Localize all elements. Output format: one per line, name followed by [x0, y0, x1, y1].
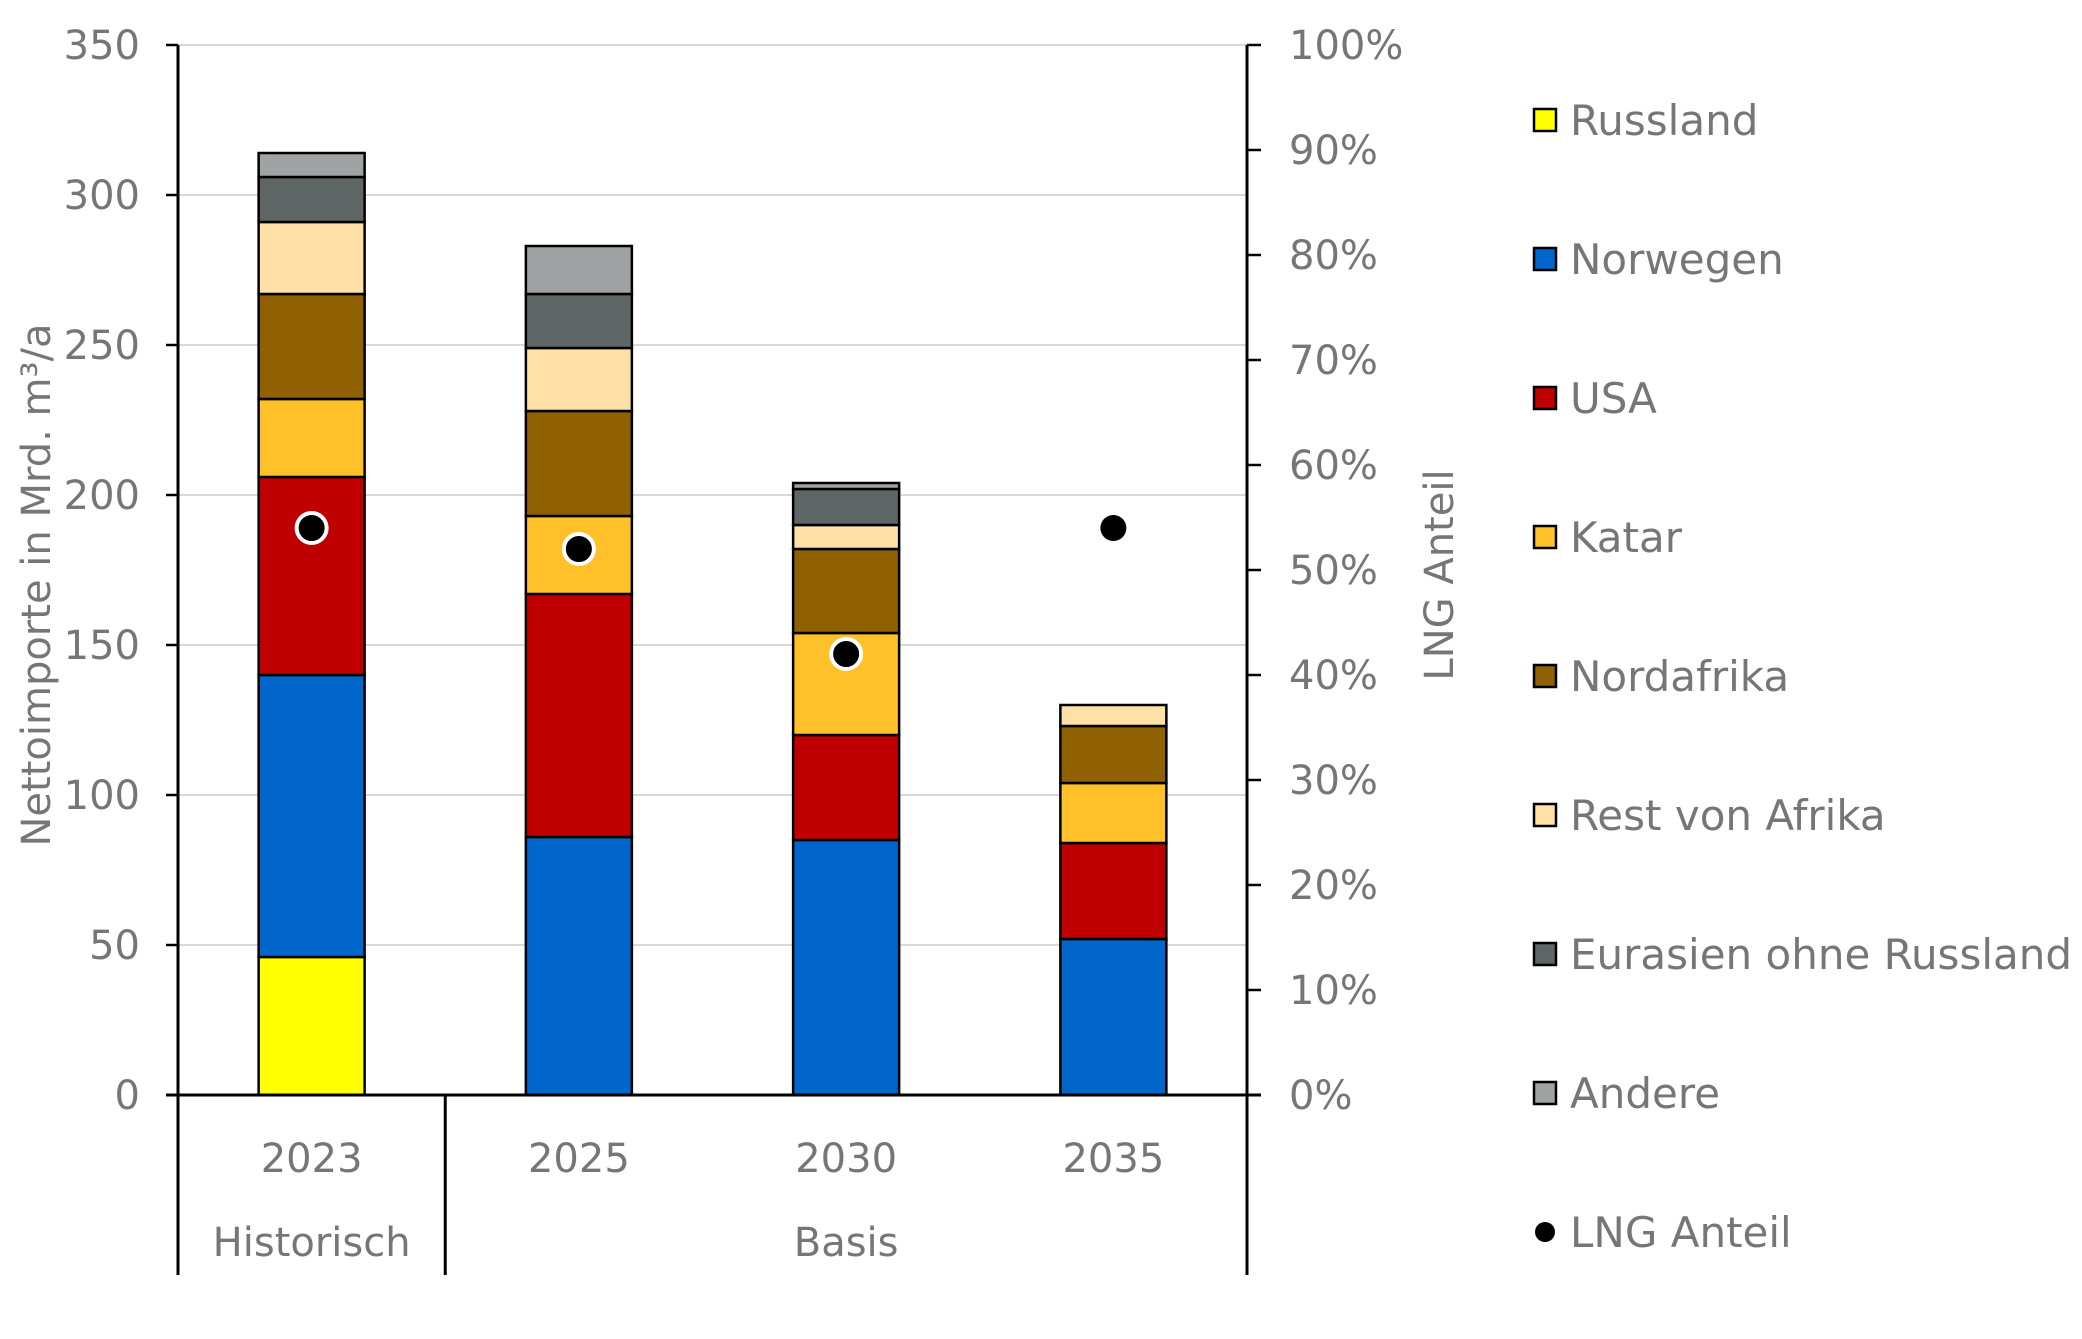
bar-segment-russland-2023: [257, 955, 366, 1097]
legend-swatch-norwegen: [1532, 246, 1558, 272]
legend-swatch-rest-von-afrika: [1532, 802, 1558, 828]
y2-tick-label: 10%: [1289, 968, 1378, 1014]
legend-label-norwegen: Norwegen: [1570, 235, 1784, 284]
bar-segment-eurasien-ohne-russland-2025: [524, 292, 634, 350]
legend-label-lng-anteil: LNG Anteil: [1570, 1208, 1792, 1257]
bar-segment-norwegen-2030: [791, 838, 901, 1097]
y-tick-label: 200: [64, 473, 140, 519]
legend-swatch-nordafrika: [1532, 663, 1558, 689]
bar-segment-usa-2030: [791, 733, 901, 842]
x-axis-categories: 2023 2025 2030 2035 Historisch Basis: [213, 1136, 1165, 1266]
y2-tick-label: 0%: [1289, 1073, 1352, 1119]
y-tick-label: 250: [64, 323, 140, 369]
legend-swatch-eurasien-ohne-russland: [1532, 941, 1558, 967]
x-group-label: Historisch: [213, 1220, 411, 1266]
bar-segment-usa-2023: [257, 475, 366, 677]
right-axis-ticks: 0% 10% 20% 30% 40% 50% 60% 70% 80% 90% 100%: [1247, 23, 1403, 1119]
bar-segment-nordafrika-2030: [791, 547, 901, 635]
legend-swatch-russland: [1532, 107, 1558, 133]
legend-label-katar: Katar: [1570, 513, 1683, 562]
y-axis-title: Nettoimporte in Mrd. m³/a: [14, 323, 60, 846]
y2-tick-label: 40%: [1289, 653, 1378, 699]
bar-segment-norwegen-2023: [257, 673, 366, 959]
y-tick-label: 150: [64, 623, 140, 669]
y-tick-label: 350: [64, 23, 140, 69]
left-axis-ticks: 0 50 100 150 200 250 300 350: [64, 23, 178, 1119]
bar-segment-rest-von-afrika-2030: [791, 523, 901, 551]
bar-segment-eurasien-ohne-russland-2023: [257, 175, 366, 224]
lng-share-point-2030: [829, 637, 864, 671]
bar-segment-nordafrika-2035: [1059, 724, 1168, 785]
x-tick-label: 2030: [795, 1136, 897, 1182]
x-tick-label: 2025: [528, 1136, 630, 1182]
bar-segment-usa-2035: [1059, 841, 1168, 941]
x-tick-label: 2023: [261, 1136, 363, 1182]
legend-label-rest-von-afrika: Rest von Afrika: [1570, 791, 1886, 840]
x-tick-label: 2035: [1062, 1136, 1164, 1182]
legend-swatch-katar: [1532, 524, 1558, 550]
y2-tick-label: 30%: [1289, 758, 1378, 804]
bar-segment-norwegen-2035: [1059, 937, 1168, 1097]
y2-tick-label: 20%: [1289, 863, 1378, 909]
axes: [166, 45, 1261, 1275]
bar-segment-andere-2030: [791, 481, 901, 491]
legend-label-andere: Andere: [1570, 1069, 1720, 1118]
bar-segment-nordafrika-2025: [524, 409, 634, 518]
bar-segment-rest-von-afrika-2023: [257, 220, 366, 296]
x-group-label: Basis: [794, 1220, 899, 1266]
y-tick-label: 100: [64, 773, 140, 819]
bar-segment-rest-von-afrika-2025: [524, 346, 634, 413]
lng-share-point-2025: [561, 532, 596, 566]
bar-segment-nordafrika-2023: [257, 292, 366, 401]
y2-tick-label: 70%: [1289, 338, 1378, 384]
bar-segment-usa-2025: [524, 592, 634, 839]
legend-label-nordafrika: Nordafrika: [1570, 652, 1789, 701]
lng-share-point-2035: [1100, 515, 1127, 541]
legend-label-eurasien-ohne-russland: Eurasien ohne Russland: [1570, 930, 2072, 979]
legend-swatch-andere: [1532, 1080, 1558, 1106]
y2-tick-label: 100%: [1289, 23, 1403, 69]
y2-axis-title: LNG Anteil: [1417, 469, 1463, 680]
bar-segment-andere-2025: [524, 244, 634, 296]
y2-tick-label: 90%: [1289, 128, 1378, 174]
bar-segment-katar-2023: [257, 397, 366, 479]
bar-segment-norwegen-2025: [524, 835, 634, 1097]
legend: Russland Norwegen USA Katar Nordafrika Rest v…: [1532, 96, 2072, 1257]
y-tick-label: 50: [89, 923, 140, 969]
y2-tick-label: 50%: [1289, 548, 1378, 594]
y-tick-label: 0: [115, 1073, 140, 1119]
bars: [257, 151, 1168, 1097]
y2-tick-label: 80%: [1289, 233, 1378, 279]
lng-share-point-2023: [294, 511, 329, 545]
legend-label-usa: USA: [1570, 374, 1657, 423]
bar-segment-andere-2023: [257, 151, 366, 179]
legend-swatch-lng-anteil: [1535, 1222, 1555, 1242]
y-tick-label: 300: [64, 173, 140, 219]
bar-segment-eurasien-ohne-russland-2030: [791, 487, 901, 527]
legend-swatch-usa: [1532, 385, 1558, 411]
bar-segment-rest-von-afrika-2035: [1059, 703, 1168, 728]
y2-tick-label: 60%: [1289, 443, 1378, 489]
bar-segment-katar-2035: [1059, 781, 1168, 845]
legend-label-russland: Russland: [1570, 96, 1758, 145]
lng-share-points: [294, 511, 1127, 671]
